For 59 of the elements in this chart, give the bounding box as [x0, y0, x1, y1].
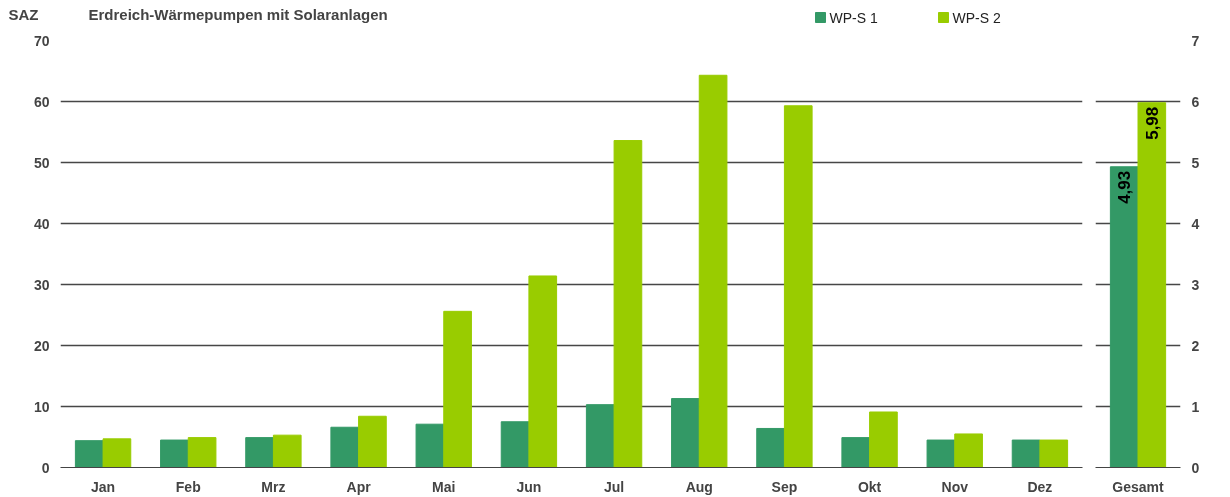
bar [756, 427, 785, 468]
y-tick-label: 0 [1191, 459, 1200, 476]
x-tick-label: Feb [175, 478, 201, 495]
y-tick-label: 0 [41, 459, 50, 476]
y-tick-label: 4 [1191, 215, 1200, 232]
bar [671, 398, 700, 468]
x-tick-label: Dez [1027, 478, 1053, 495]
x-tick-label: Nov [941, 478, 969, 495]
bar [585, 404, 615, 468]
y-tick-label: 50 [33, 154, 50, 171]
bar [698, 74, 728, 468]
y-tick-label: 10 [33, 398, 50, 415]
bar [841, 437, 871, 468]
x-tick-label: Mrz [261, 478, 286, 495]
x-tick-label: Mai [432, 478, 456, 495]
x-tick-label: Gesamt [1112, 478, 1165, 495]
bar [102, 438, 132, 468]
legend-label: WP-S 1 [829, 9, 878, 26]
bar [272, 434, 302, 468]
bar [330, 426, 360, 468]
bar [74, 440, 104, 468]
y-tick-label: 3 [1191, 276, 1200, 293]
y-tick-label: 1 [1191, 398, 1200, 415]
y-axis-title: SAZ [8, 5, 39, 23]
x-tick-label: Okt [857, 478, 882, 495]
y-tick-label: 30 [33, 276, 50, 293]
y-tick-label: 2 [1191, 337, 1200, 354]
bar [613, 140, 643, 468]
y-tick-label: 6 [1191, 93, 1200, 110]
bar [500, 421, 530, 468]
bar [869, 411, 898, 468]
bar [187, 437, 217, 468]
bar [443, 310, 472, 468]
x-tick-label: Jan [91, 478, 116, 495]
x-tick-label: Sep [771, 478, 798, 495]
bar [160, 439, 189, 468]
x-tick-label: Apr [346, 478, 372, 495]
bar [1011, 439, 1041, 468]
bar [528, 275, 558, 468]
y-tick-label: 5 [1191, 154, 1200, 171]
chart-title: Erdreich-Wärmepumpen mit Solaranlagen [88, 5, 388, 23]
bar [926, 439, 956, 468]
bar [954, 433, 983, 468]
data-label: 5,98 [1142, 106, 1162, 140]
x-tick-label: Jul [603, 478, 625, 495]
y-tick-label: 40 [33, 215, 50, 232]
y-tick-label: 70 [33, 32, 50, 49]
y-tick-label: 20 [33, 337, 50, 354]
bar [783, 105, 813, 468]
data-label: 4,93 [1115, 170, 1135, 204]
bar [358, 415, 387, 468]
x-tick-label: Aug [685, 478, 713, 495]
bar [245, 437, 274, 468]
x-tick-label: Jun [516, 478, 542, 495]
bar [415, 423, 445, 468]
y-tick-label: 7 [1191, 32, 1200, 49]
y-tick-label: 60 [33, 93, 50, 110]
legend-label: WP-S 2 [952, 9, 1001, 26]
bar [1039, 439, 1069, 468]
